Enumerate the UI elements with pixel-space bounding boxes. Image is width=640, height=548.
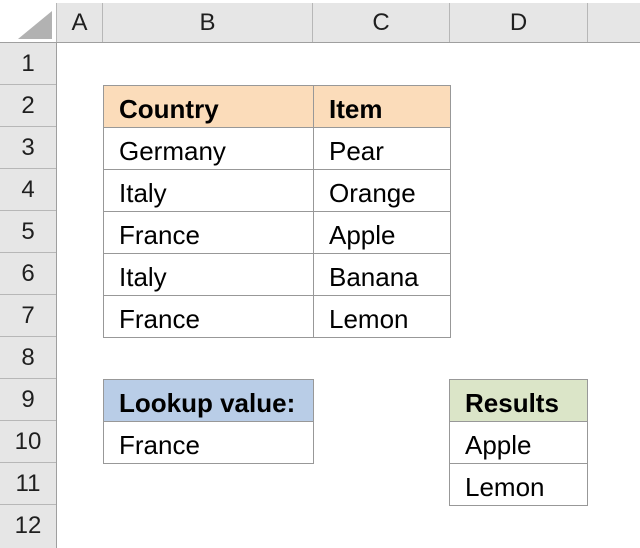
row-header-12[interactable]: 12 — [14, 512, 42, 539]
table-row: Lookup value: — [104, 380, 314, 422]
column-header-strip: A B C D — [0, 0, 640, 43]
select-all-triangle-icon — [18, 11, 52, 39]
cell-B4[interactable]: Italy — [104, 170, 314, 212]
row-header-6[interactable]: 6 — [0, 253, 56, 295]
table-row: France Lemon — [104, 296, 451, 338]
table-row: Lemon — [450, 464, 588, 506]
cell-D10-result[interactable]: Apple — [450, 422, 588, 464]
cell-B2-country-header[interactable]: Country — [104, 86, 314, 128]
cell-D9-results-header[interactable]: Results — [450, 380, 588, 422]
cell-B7[interactable]: France — [104, 296, 314, 338]
table-row: Italy Banana — [104, 254, 451, 296]
row-header-3[interactable]: 3 — [0, 127, 56, 169]
row-header-4[interactable]: 4 — [0, 169, 56, 211]
row-header-5[interactable]: 5 — [0, 211, 56, 253]
cell-C6[interactable]: Banana — [314, 254, 451, 296]
row-header-10[interactable]: 10 — [0, 421, 56, 463]
table-row: Italy Orange — [104, 170, 451, 212]
row-header-11[interactable]: 11 — [0, 463, 56, 505]
row-header-1[interactable]: 1 — [0, 43, 56, 85]
row-header-8[interactable]: 8 — [0, 337, 56, 379]
cell-C3[interactable]: Pear — [314, 128, 451, 170]
lookup-value-table: Lookup value: France — [103, 379, 314, 464]
table-row: France — [104, 422, 314, 464]
cell-B10-lookup-value[interactable]: France — [104, 422, 314, 464]
country-item-table: Country Item Germany Pear Italy Orange F… — [103, 85, 451, 338]
table-row: Results — [450, 380, 588, 422]
table-row: Germany Pear — [104, 128, 451, 170]
table-row: Country Item — [104, 86, 451, 128]
column-header-C[interactable]: C — [313, 3, 450, 42]
table-row: France Apple — [104, 212, 451, 254]
row-header-7[interactable]: 7 — [0, 295, 56, 337]
column-header-D[interactable]: D — [450, 3, 588, 42]
cell-B3[interactable]: Germany — [104, 128, 314, 170]
table-row: Apple — [450, 422, 588, 464]
cell-C2-item-header[interactable]: Item — [314, 86, 451, 128]
cell-C5[interactable]: Apple — [314, 212, 451, 254]
cell-C7[interactable]: Lemon — [314, 296, 451, 338]
column-header-E-partial[interactable] — [588, 3, 640, 42]
column-header-B[interactable]: B — [103, 3, 313, 42]
column-header-A[interactable]: A — [57, 3, 103, 42]
cell-B6[interactable]: Italy — [104, 254, 314, 296]
row-header-9[interactable]: 9 — [0, 379, 56, 421]
row-header-strip: 1 2 3 4 5 6 7 8 9 10 11 12 — [0, 43, 57, 548]
select-all-corner[interactable] — [0, 3, 57, 42]
results-table: Results Apple Lemon — [449, 379, 588, 506]
row-header-2[interactable]: 2 — [0, 85, 56, 127]
cell-C4[interactable]: Orange — [314, 170, 451, 212]
cell-D11-result[interactable]: Lemon — [450, 464, 588, 506]
cell-B5[interactable]: France — [104, 212, 314, 254]
cell-B9-lookup-header[interactable]: Lookup value: — [104, 380, 314, 422]
